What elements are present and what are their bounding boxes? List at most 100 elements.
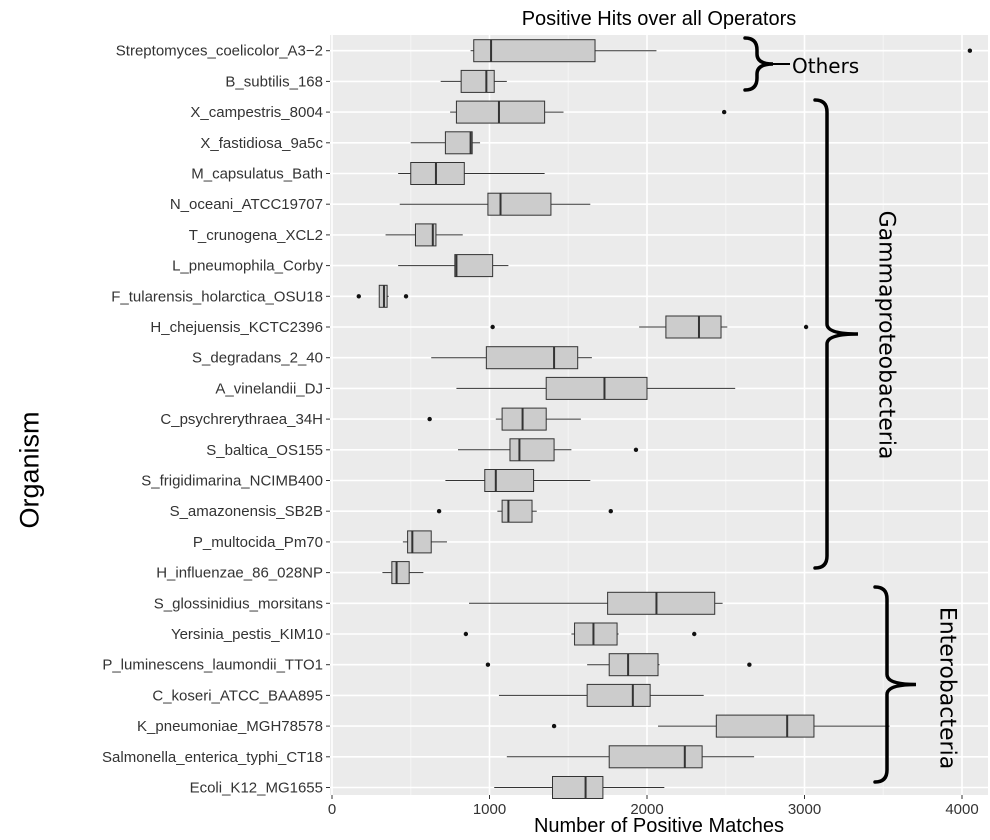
- outlier-point: [803, 324, 809, 330]
- x-tick-label: 4000: [945, 801, 978, 818]
- box-21: [498, 683, 704, 707]
- box-iqr: [501, 499, 533, 523]
- box-iqr: [410, 162, 465, 185]
- x-tick-label: 2000: [630, 801, 663, 818]
- outlier-point: [403, 294, 409, 299]
- box-iqr: [545, 376, 648, 400]
- brace-gammaproteobacteria: [813, 98, 859, 570]
- outlier-point: [490, 324, 495, 330]
- y-tick-label: T_crunogena_XCL2: [189, 227, 323, 244]
- box-23: [506, 745, 755, 769]
- box-9: [490, 315, 809, 339]
- box-22: [551, 714, 890, 738]
- box-iqr: [460, 69, 495, 93]
- box-18: [469, 591, 723, 615]
- y-tick-label: Yersinia_pestis_KIM10: [171, 626, 323, 643]
- y-tick-label: F_tularensis_holarctica_OSU18: [111, 288, 323, 305]
- y-axis-label: Organism: [14, 411, 45, 529]
- y-tick-label: L_pneumophila_Corby: [172, 258, 323, 275]
- x-tick-label: 1000: [473, 801, 506, 818]
- y-tick-label: M_capsulatus_Bath: [191, 166, 323, 183]
- outlier-point: [356, 294, 361, 299]
- y-tick-label: C_psychrerythraea_34H: [160, 411, 323, 428]
- chart-title: Positive Hits over all Operators: [521, 8, 797, 30]
- y-tick-label: X_campestris_8004: [190, 104, 323, 121]
- outlier-point: [747, 662, 752, 667]
- box-iqr: [608, 745, 703, 769]
- y-tick-label: S_frigidimarina_NCIMB400: [141, 473, 323, 490]
- box-8: [356, 284, 409, 308]
- box-iqr: [473, 39, 596, 63]
- box-iqr: [509, 438, 555, 462]
- outlier-point: [485, 662, 491, 667]
- outlier-point: [608, 509, 613, 514]
- y-tick-label: Streptomyces_coelicolor_A3−2: [116, 43, 323, 60]
- group-label-others: Others: [792, 54, 860, 78]
- y-tick-label: C_koseri_ATCC_BAA895: [152, 687, 323, 704]
- box-iqr: [574, 622, 618, 646]
- box-12: [427, 407, 581, 431]
- box-15: [436, 499, 613, 523]
- box-10: [431, 346, 592, 370]
- box-iqr: [391, 561, 410, 585]
- outlier-point: [551, 723, 557, 729]
- y-tick-label: X_fastidiosa_9a5c: [200, 135, 323, 152]
- y-tick-label: A_vinelandii_DJ: [215, 380, 323, 397]
- box-iqr: [407, 530, 432, 554]
- box-iqr: [552, 776, 604, 799]
- y-tick-label: P_luminescens_laumondii_TTO1: [102, 657, 323, 674]
- outlier-point: [427, 416, 432, 422]
- box-11: [456, 376, 736, 400]
- y-tick-label: Salmonella_enterica_typhi_CT18: [102, 749, 323, 766]
- box-2: [450, 100, 727, 124]
- box-19: [463, 622, 697, 646]
- box-iqr: [485, 346, 579, 370]
- box-iqr: [501, 407, 547, 431]
- y-tick-label: P_multocida_Pm70: [193, 534, 323, 551]
- box-iqr: [665, 315, 722, 339]
- y-tick-label: H_influenzae_86_028NP: [156, 565, 323, 582]
- box-iqr: [455, 100, 546, 124]
- box-6: [385, 223, 463, 247]
- y-tick-label: B_subtilis_168: [225, 73, 323, 90]
- box-1: [440, 69, 507, 93]
- box-iqr: [715, 714, 815, 738]
- brace-enterobacteria: [873, 585, 917, 784]
- box-20: [485, 653, 752, 677]
- box-13: [458, 438, 639, 462]
- plot-panel: [330, 35, 988, 795]
- box-3: [410, 131, 481, 155]
- box-iqr: [607, 591, 716, 615]
- box-iqr: [484, 469, 535, 492]
- box-iqr: [454, 254, 494, 278]
- group-label-enterobacteria: Enterobacteria: [934, 606, 960, 770]
- outlier-point: [967, 48, 973, 53]
- y-tick-label: S_amazonensis_SB2B: [170, 503, 323, 520]
- outlier-point: [463, 631, 469, 637]
- group-label-gammaproteobacteria: Gammaproteobacteria: [873, 210, 899, 460]
- x-tick-label: 0: [328, 801, 336, 818]
- outlier-point: [633, 447, 639, 452]
- box-iqr: [414, 223, 437, 247]
- box-14: [445, 469, 591, 492]
- box-5: [399, 192, 591, 216]
- y-tick-label: Ecoli_K12_MG1655: [190, 780, 323, 797]
- box-iqr: [444, 131, 473, 155]
- y-tick-label: S_baltica_OS155: [206, 442, 323, 459]
- box-iqr: [586, 683, 651, 707]
- outlier-point: [721, 109, 727, 115]
- outlier-point: [436, 509, 442, 514]
- box-16: [402, 530, 447, 554]
- x-tick-label: 3000: [788, 801, 821, 818]
- y-tick-label: H_chejuensis_KCTC2396: [150, 319, 323, 336]
- y-tick-label: K_pneumoniae_MGH78578: [137, 718, 323, 735]
- y-tick-label: S_glossinidius_morsitans: [154, 595, 323, 612]
- x-axis-label: Number of Positive Matches: [533, 815, 785, 837]
- box-iqr: [487, 192, 552, 216]
- box-24: [494, 776, 665, 799]
- box-17: [382, 561, 424, 585]
- box-4: [398, 162, 545, 185]
- box-iqr: [608, 653, 659, 677]
- y-tick-label: S_degradans_2_40: [192, 350, 323, 367]
